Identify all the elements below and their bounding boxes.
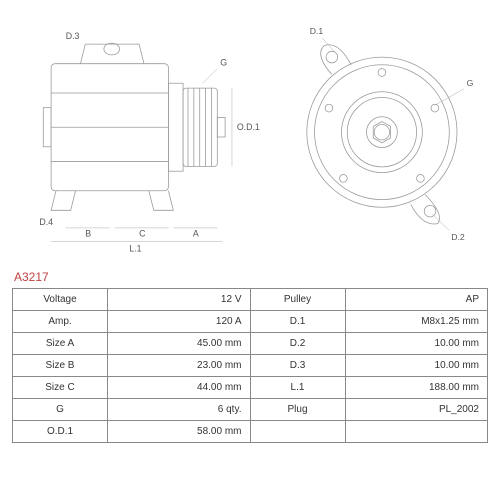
table-row: Size A45.00 mmD.210.00 mm <box>13 333 488 355</box>
spec-value: 58.00 mm <box>108 421 251 443</box>
label-c: C <box>139 229 145 239</box>
spec-label: Size B <box>13 355 108 377</box>
spec-value: 10.00 mm <box>345 355 488 377</box>
table-row: Voltage12 VPulleyAP <box>13 289 488 311</box>
spec-label <box>250 421 345 443</box>
spec-value: M8x1.25 mm <box>345 311 488 333</box>
spec-label: Size A <box>13 333 108 355</box>
label-g: G <box>220 58 227 68</box>
label-b: B <box>85 229 91 239</box>
spec-value: AP <box>345 289 488 311</box>
label-a: A <box>193 229 199 239</box>
label-d2: D.2 <box>451 232 465 242</box>
label-d4: D.4 <box>39 217 53 227</box>
label-l1: L.1 <box>129 243 141 253</box>
table-row: G6 qty.PlugPL_2002 <box>13 399 488 421</box>
part-number: A3217 <box>12 270 488 284</box>
spec-value: PL_2002 <box>345 399 488 421</box>
spec-label: D.1 <box>250 311 345 333</box>
spec-label: Amp. <box>13 311 108 333</box>
spec-label: Size C <box>13 377 108 399</box>
spec-label: D.2 <box>250 333 345 355</box>
specifications-table: Voltage12 VPulleyAPAmp.120 AD.1M8x1.25 m… <box>12 288 488 443</box>
label-g-right: G <box>467 78 474 88</box>
spec-label: D.3 <box>250 355 345 377</box>
side-view-drawing: D.3 D.4 B C A L.1 G O.D.1 <box>12 12 266 262</box>
spec-value: 188.00 mm <box>345 377 488 399</box>
table-row: O.D.158.00 mm <box>13 421 488 443</box>
spec-value: 6 qty. <box>108 399 251 421</box>
spec-value: 10.00 mm <box>345 333 488 355</box>
spec-label: Pulley <box>250 289 345 311</box>
spec-value: 44.00 mm <box>108 377 251 399</box>
spec-label: Plug <box>250 399 345 421</box>
spec-value: 120 A <box>108 311 251 333</box>
spec-value: 45.00 mm <box>108 333 251 355</box>
label-od1: O.D.1 <box>237 122 260 132</box>
table-row: Size C44.00 mmL.1188.00 mm <box>13 377 488 399</box>
table-row: Size B23.00 mmD.310.00 mm <box>13 355 488 377</box>
technical-drawings: D.3 D.4 B C A L.1 G O.D.1 <box>12 12 488 262</box>
spec-label: Voltage <box>13 289 108 311</box>
label-d1: D.1 <box>310 26 324 36</box>
label-d3: D.3 <box>66 31 80 41</box>
spec-label: O.D.1 <box>13 421 108 443</box>
spec-label: L.1 <box>250 377 345 399</box>
spec-value <box>345 421 488 443</box>
spec-value: 12 V <box>108 289 251 311</box>
table-row: Amp.120 AD.1M8x1.25 mm <box>13 311 488 333</box>
spec-label: G <box>13 399 108 421</box>
front-view-drawing: D.1 D.2 G <box>276 12 488 262</box>
spec-value: 23.00 mm <box>108 355 251 377</box>
